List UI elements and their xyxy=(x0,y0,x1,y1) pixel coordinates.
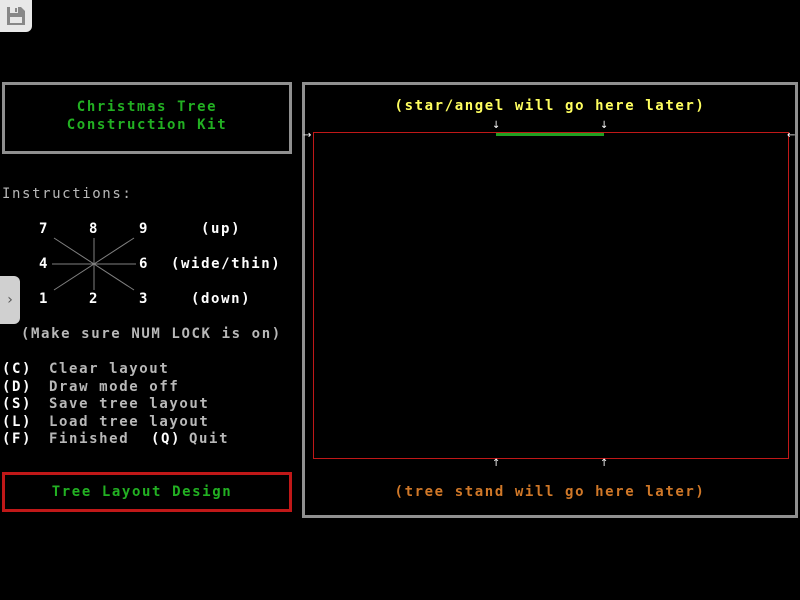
title-line2: Construction Kit xyxy=(66,117,228,133)
side-panel-toggle[interactable]: › xyxy=(0,276,20,324)
up-arrow-icon: ↑ xyxy=(492,458,501,469)
down-arrow-icon: ↓ xyxy=(600,120,609,131)
menu-key-clear[interactable]: (C) xyxy=(2,361,33,377)
bottom-placeholder-text: (tree stand will go here later) xyxy=(394,484,706,500)
right-arrow-icon: → xyxy=(303,130,312,141)
label-wide-thin: (wide/thin) xyxy=(171,256,282,272)
design-canvas-frame xyxy=(302,82,798,518)
menu-key-draw[interactable]: (D) xyxy=(2,379,33,395)
numlock-note: (Make sure NUM LOCK is on) xyxy=(21,326,282,342)
menu-key-quit[interactable]: (Q) xyxy=(151,431,182,447)
menu-save-layout[interactable]: Save tree layout xyxy=(49,396,210,412)
down-arrow-icon: ↓ xyxy=(492,120,501,131)
up-arrow-icon: ↑ xyxy=(600,458,609,469)
key-6: 6 xyxy=(139,256,150,272)
mode-box xyxy=(2,472,292,512)
key-3: 3 xyxy=(139,291,150,307)
chevron-right-icon: › xyxy=(7,292,13,308)
title-box xyxy=(2,82,292,154)
mode-label: Tree Layout Design xyxy=(51,484,233,500)
menu-quit[interactable]: Quit xyxy=(189,431,230,447)
menu-key-save[interactable]: (S) xyxy=(2,396,33,412)
tree-layout-area[interactable] xyxy=(313,132,789,459)
left-arrow-icon: ← xyxy=(787,130,796,141)
menu-load-layout[interactable]: Load tree layout xyxy=(49,414,210,430)
floppy-disk-icon xyxy=(7,7,25,25)
menu-draw-mode[interactable]: Draw mode off xyxy=(49,379,180,395)
key-8: 8 xyxy=(89,221,100,237)
save-button[interactable] xyxy=(0,0,32,32)
title-line1: Christmas Tree xyxy=(76,99,218,115)
label-down: (down) xyxy=(191,291,252,307)
key-1: 1 xyxy=(39,291,50,307)
menu-clear-layout[interactable]: Clear layout xyxy=(49,361,170,377)
menu-finished[interactable]: Finished xyxy=(49,431,130,447)
label-up: (up) xyxy=(201,221,242,237)
numpad-direction-diagram xyxy=(52,237,136,291)
menu-key-finished[interactable]: (F) xyxy=(2,431,33,447)
instructions-heading: Instructions: xyxy=(2,186,133,202)
key-4: 4 xyxy=(39,256,50,272)
menu-key-load[interactable]: (L) xyxy=(2,414,33,430)
tree-top-segment xyxy=(496,133,604,136)
key-7: 7 xyxy=(39,221,50,237)
key-9: 9 xyxy=(139,221,150,237)
top-placeholder-text: (star/angel will go here later) xyxy=(394,98,706,114)
key-2: 2 xyxy=(89,291,100,307)
